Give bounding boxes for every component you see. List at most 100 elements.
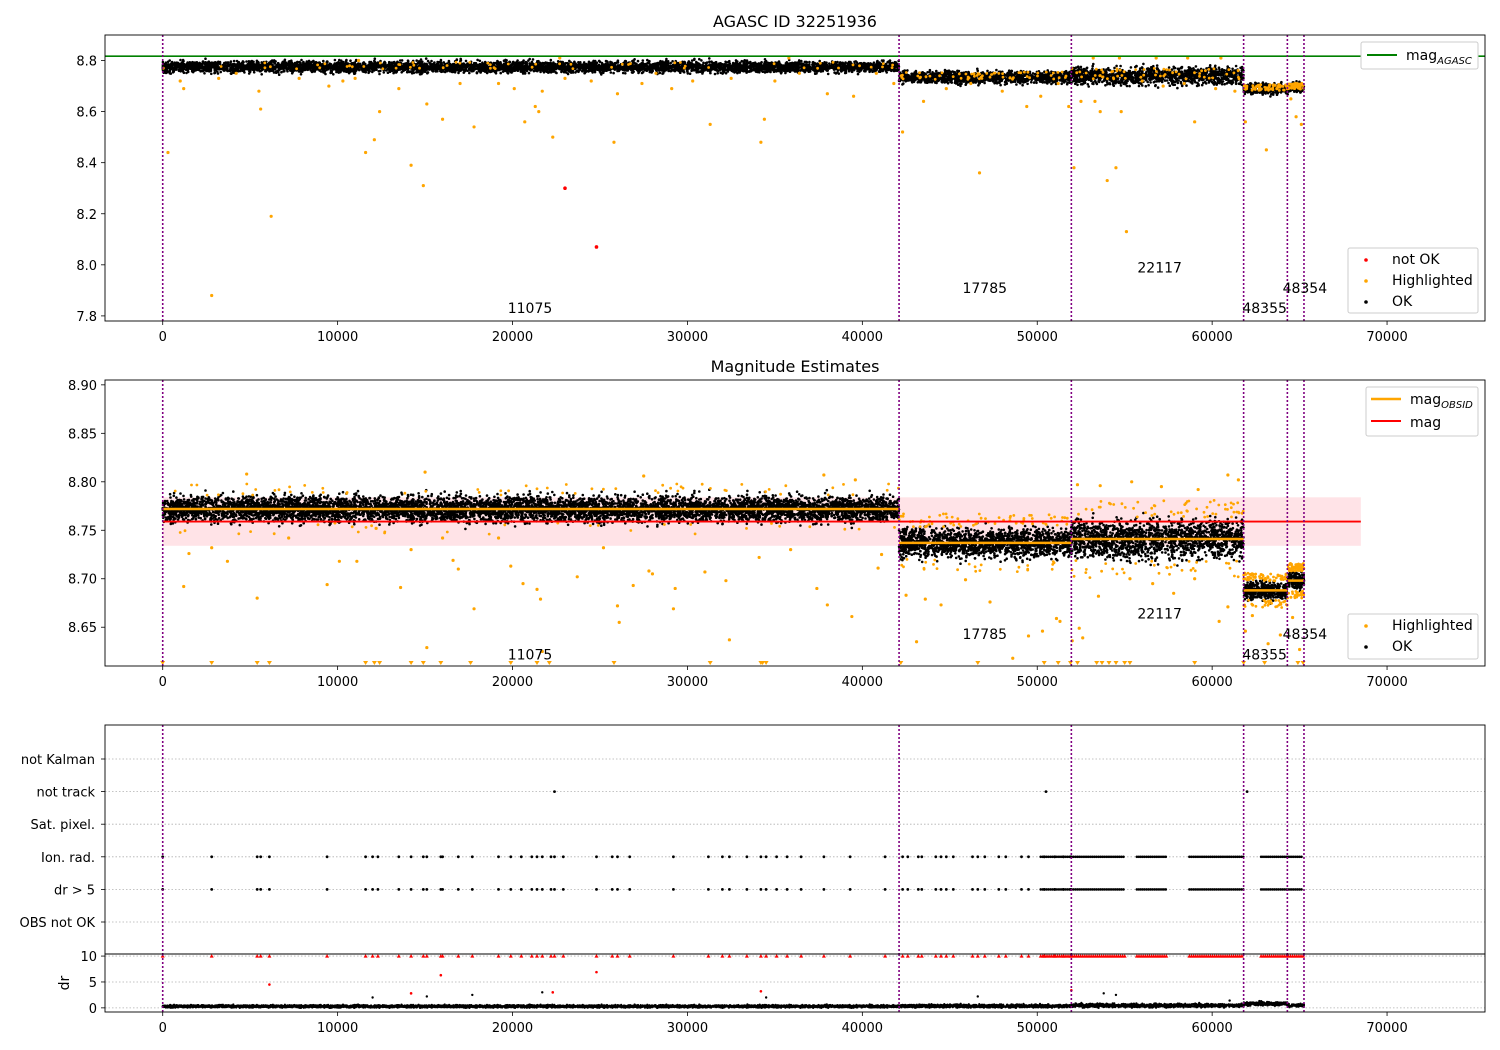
ok-point [577, 70, 580, 74]
ok-point [336, 68, 340, 72]
ok-point [234, 63, 237, 67]
ok-point [555, 71, 558, 75]
ok-point [670, 65, 673, 69]
ok-point [724, 60, 727, 64]
ok-point [742, 64, 745, 67]
ok-point [324, 72, 327, 76]
ok-point [599, 71, 602, 74]
ok-point [548, 65, 552, 69]
ok-point [310, 69, 314, 72]
ok-point [863, 69, 866, 73]
ok-point [452, 65, 455, 69]
ok-point [340, 62, 344, 65]
ok-point [416, 62, 420, 65]
ok-point [805, 67, 809, 71]
ok-point [871, 70, 874, 73]
ok-point [420, 72, 423, 76]
ok-point [889, 69, 893, 72]
ok-point [322, 70, 325, 74]
ok-point [204, 57, 207, 60]
ok-point [187, 67, 190, 70]
ok-point [700, 69, 703, 73]
ok-point [476, 58, 479, 62]
ok-point [424, 57, 428, 60]
ok-point [803, 60, 807, 64]
ok-point [744, 59, 748, 63]
ok-point [210, 72, 213, 76]
ok-point [788, 62, 792, 65]
ok-point [624, 72, 627, 75]
ok-point [355, 63, 359, 66]
ok-point [537, 59, 540, 63]
ok-point [299, 61, 302, 65]
ok-point [174, 64, 178, 67]
ok-point [728, 59, 731, 63]
ok-point [564, 61, 568, 65]
ok-point [236, 68, 240, 71]
ok-point [768, 63, 772, 66]
ok-point [421, 60, 424, 63]
ok-point [724, 71, 728, 75]
ok-point [669, 61, 672, 65]
ok-point [181, 69, 184, 72]
ok-point [539, 66, 542, 69]
ok-point [322, 59, 325, 63]
ok-point [850, 68, 853, 72]
ok-point [203, 72, 206, 75]
ok-point [734, 59, 738, 62]
ok-point [384, 66, 388, 69]
ok-point [300, 58, 303, 62]
ok-point [825, 65, 828, 68]
ok-point [765, 64, 769, 68]
ok-point [478, 59, 482, 63]
ok-point [762, 70, 765, 73]
ok-point [777, 60, 781, 63]
ok-point [756, 67, 759, 70]
ok-point [164, 61, 168, 64]
ok-point [821, 67, 825, 70]
ok-point [808, 60, 811, 64]
ok-point [729, 67, 733, 71]
ok-point [332, 68, 336, 71]
ok-point [455, 68, 459, 71]
ok-point [371, 69, 374, 72]
ok-point [861, 62, 865, 65]
ok-point [368, 70, 371, 73]
ok-point [843, 62, 846, 65]
ok-point [389, 68, 393, 71]
ok-point [192, 69, 195, 72]
ok-point [742, 69, 745, 73]
ok-point [885, 71, 888, 74]
ok-point [661, 71, 665, 75]
ok-point [724, 64, 727, 67]
ok-point [662, 66, 666, 69]
ok-point [812, 64, 815, 67]
ok-point [633, 64, 637, 67]
ok-point [776, 66, 779, 69]
ok-point [335, 70, 338, 74]
ok-point [833, 71, 836, 74]
ok-point [732, 65, 735, 68]
ok-point [714, 61, 717, 65]
ok-point [290, 61, 294, 64]
ok-point [293, 63, 296, 67]
ok-point [447, 59, 451, 63]
ok-point [744, 66, 747, 69]
ok-point [377, 65, 381, 68]
ok-point [638, 69, 642, 72]
ok-point [481, 61, 484, 64]
ok-point [449, 69, 453, 73]
ok-point [366, 64, 370, 68]
ok-point [742, 61, 746, 64]
ok-point [763, 58, 767, 61]
ok-point [356, 66, 359, 69]
ok-point [784, 70, 787, 73]
ok-point [226, 67, 229, 71]
ok-point [378, 72, 381, 76]
ok-point [676, 64, 679, 67]
ok-point [813, 72, 817, 75]
ok-point [405, 70, 409, 74]
ok-point [588, 63, 592, 66]
ok-point [840, 70, 843, 73]
